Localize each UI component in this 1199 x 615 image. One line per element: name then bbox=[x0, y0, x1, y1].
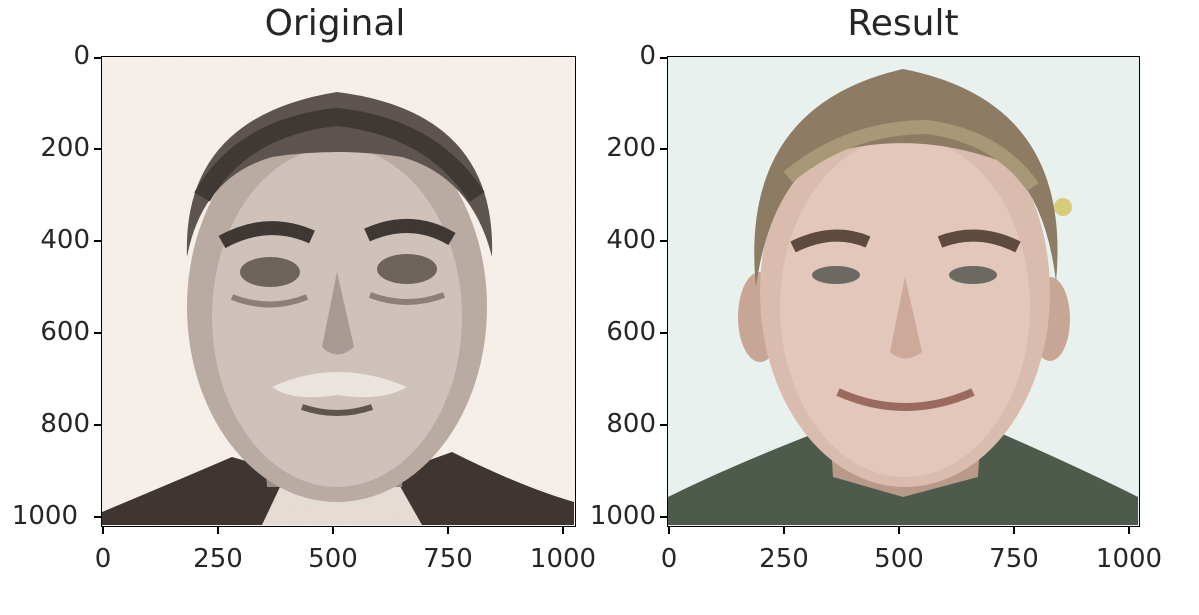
xtick-label: 750 bbox=[423, 544, 473, 574]
xtick-mark bbox=[668, 527, 670, 534]
ytick-mark bbox=[660, 240, 667, 242]
panel-title-result: Result bbox=[847, 3, 959, 44]
xtick-label: 0 bbox=[660, 544, 678, 574]
ytick-label: 400 bbox=[606, 225, 656, 255]
xtick-label: 250 bbox=[193, 544, 243, 574]
ytick-mark bbox=[94, 516, 101, 518]
ytick-label: 0 bbox=[639, 41, 656, 71]
ytick-label: 400 bbox=[40, 225, 90, 255]
ytick-mark bbox=[660, 332, 667, 334]
result-portrait-icon bbox=[668, 57, 1138, 525]
original-portrait-icon bbox=[102, 57, 574, 525]
panel-title-original: Original bbox=[264, 3, 406, 44]
ytick-mark bbox=[94, 148, 101, 150]
image-result bbox=[667, 56, 1140, 527]
xtick-mark bbox=[562, 527, 564, 534]
ytick-mark bbox=[94, 424, 101, 426]
xtick-label: 500 bbox=[308, 544, 358, 574]
xtick-mark bbox=[217, 527, 219, 534]
ytick-label: 600 bbox=[40, 317, 90, 347]
image-original bbox=[101, 56, 576, 527]
xtick-label: 250 bbox=[759, 544, 809, 574]
ytick-mark bbox=[660, 424, 667, 426]
ytick-mark bbox=[660, 516, 667, 518]
xtick-label: 0 bbox=[94, 544, 112, 574]
xtick-mark bbox=[783, 527, 785, 534]
xtick-label: 500 bbox=[874, 544, 924, 574]
xtick-mark bbox=[102, 527, 104, 534]
xtick-mark bbox=[332, 527, 334, 534]
ytick-label: 800 bbox=[40, 409, 90, 439]
ytick-mark bbox=[94, 332, 101, 334]
xtick-label: 1000 bbox=[1095, 544, 1163, 574]
xtick-mark bbox=[447, 527, 449, 534]
xtick-mark bbox=[898, 527, 900, 534]
ytick-label: 600 bbox=[606, 317, 656, 347]
ytick-mark bbox=[660, 148, 667, 150]
ytick-label: 1000 bbox=[589, 501, 656, 531]
xtick-mark bbox=[1013, 527, 1015, 534]
ytick-mark bbox=[94, 57, 101, 59]
ytick-label: 200 bbox=[606, 133, 656, 163]
ytick-mark bbox=[94, 240, 101, 242]
ytick-mark bbox=[660, 57, 667, 59]
ytick-label: 800 bbox=[606, 409, 656, 439]
ytick-label: 200 bbox=[40, 133, 90, 163]
xtick-mark bbox=[1128, 527, 1130, 534]
ytick-label: 1000 bbox=[11, 501, 78, 531]
xtick-label: 1000 bbox=[529, 544, 597, 574]
xtick-label: 750 bbox=[989, 544, 1039, 574]
ytick-label: 0 bbox=[73, 41, 90, 71]
